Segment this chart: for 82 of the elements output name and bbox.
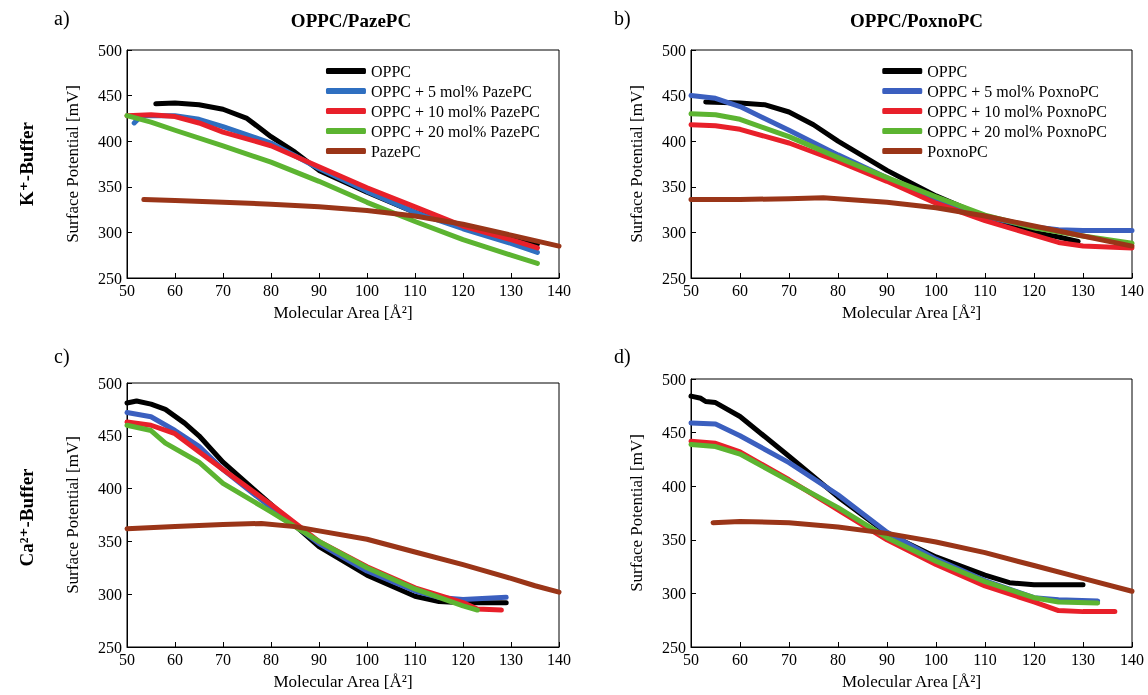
legend-label: OPPC + 10 mol% PoxnoPC xyxy=(927,102,1107,120)
x-tick-label: 70 xyxy=(215,281,231,299)
x-tick-label: 140 xyxy=(1120,650,1144,668)
x-tick-label: 100 xyxy=(355,281,379,299)
x-tick-label: 80 xyxy=(830,281,846,299)
x-tick-label: 60 xyxy=(167,650,183,668)
x-tick-label: 100 xyxy=(924,650,948,668)
x-tick-label: 120 xyxy=(451,650,475,668)
text: d) xyxy=(614,345,631,368)
x-tick-label: 130 xyxy=(499,650,523,668)
chart-title: OPPC/PoxnoPC xyxy=(850,10,983,31)
y-tick-label: 450 xyxy=(98,427,122,445)
x-tick-label: 80 xyxy=(263,650,279,668)
x-tick-label: 60 xyxy=(167,281,183,299)
x-tick-label: 80 xyxy=(263,281,279,299)
x-tick-label: 100 xyxy=(355,650,379,668)
x-tick-label: 60 xyxy=(732,650,748,668)
x-axis-title: Molecular Area [Å²] xyxy=(841,303,982,322)
text: c) xyxy=(54,345,70,368)
x-tick-label: 70 xyxy=(781,650,797,668)
x-axis-title: Molecular Area [Å²] xyxy=(841,672,982,691)
x-tick-label: 90 xyxy=(879,281,895,299)
y-tick-label: 300 xyxy=(662,223,686,241)
y-axis-title: Surface Potential [mV] xyxy=(627,85,646,243)
y-tick-label: 450 xyxy=(662,87,686,105)
y-tick-label: 500 xyxy=(98,374,122,392)
x-tick-label: 100 xyxy=(924,281,948,299)
x-tick-label: 140 xyxy=(1120,281,1144,299)
y-tick-label: 400 xyxy=(662,477,686,495)
legend-label: OPPC + 10 mol% PazePC xyxy=(370,102,541,120)
x-tick-label: 120 xyxy=(1022,281,1046,299)
text: a) xyxy=(54,7,70,30)
text: Ca²⁺-Buffer xyxy=(15,467,37,567)
y-tick-label: 400 xyxy=(98,132,122,150)
x-tick-label: 140 xyxy=(547,650,571,668)
text: b) xyxy=(614,7,631,30)
x-tick-label: 90 xyxy=(311,650,327,668)
y-axis-title: Surface Potential [mV] xyxy=(63,436,82,594)
x-tick-label: 70 xyxy=(781,281,797,299)
y-tick-label: 500 xyxy=(98,41,122,59)
y-axis-title: Surface Potential [mV] xyxy=(63,85,82,243)
x-tick-label: 70 xyxy=(215,650,231,668)
x-axis-title: Molecular Area [Å²] xyxy=(273,672,413,691)
y-tick-label: 300 xyxy=(98,585,122,603)
x-tick-label: 120 xyxy=(1022,650,1046,668)
x-tick-label: 130 xyxy=(1071,281,1095,299)
x-tick-label: 140 xyxy=(547,281,571,299)
y-tick-label: 350 xyxy=(98,178,122,196)
y-tick-label: 350 xyxy=(662,531,686,549)
y-tick-label: 500 xyxy=(662,41,686,59)
y-tick-label: 350 xyxy=(98,532,122,550)
y-tick-label: 350 xyxy=(662,178,686,196)
y-tick-label: 400 xyxy=(98,480,122,498)
x-tick-label: 60 xyxy=(732,281,748,299)
y-tick-label: 500 xyxy=(662,370,686,388)
chart-title: OPPC/PazePC xyxy=(290,10,412,31)
x-tick-label: 80 xyxy=(830,650,846,668)
legend-label: OPPC + 5 mol% PoxnoPC xyxy=(927,82,1099,100)
x-tick-label: 110 xyxy=(973,650,997,668)
x-tick-label: 90 xyxy=(879,650,895,668)
legend-label: OPPC + 20 mol% PoxnoPC xyxy=(927,122,1107,140)
y-tick-label: 300 xyxy=(98,223,122,241)
text: K⁺-Buffer xyxy=(15,121,37,206)
legend-label: PoxnoPC xyxy=(927,142,988,160)
y-tick-label: 450 xyxy=(662,424,686,442)
x-tick-label: 110 xyxy=(973,281,997,299)
x-tick-label: 120 xyxy=(451,281,475,299)
x-tick-label: 110 xyxy=(403,650,427,668)
y-tick-label: 400 xyxy=(662,132,686,150)
x-tick-label: 110 xyxy=(403,281,427,299)
legend-label: PazePC xyxy=(370,142,421,160)
y-tick-label: 450 xyxy=(98,87,122,105)
x-axis-title: Molecular Area [Å²] xyxy=(273,303,413,322)
legend-label: OPPC xyxy=(370,62,411,80)
legend-label: OPPC + 20 mol% PazePC xyxy=(370,122,541,140)
x-tick-label: 130 xyxy=(499,281,523,299)
y-axis-title: Surface Potential [mV] xyxy=(627,434,646,592)
legend-label: OPPC + 5 mol% PazePC xyxy=(370,82,533,100)
x-tick-label: 90 xyxy=(311,281,327,299)
legend-label: OPPC xyxy=(927,62,968,80)
x-tick-label: 130 xyxy=(1071,650,1095,668)
y-tick-label: 300 xyxy=(662,584,686,602)
